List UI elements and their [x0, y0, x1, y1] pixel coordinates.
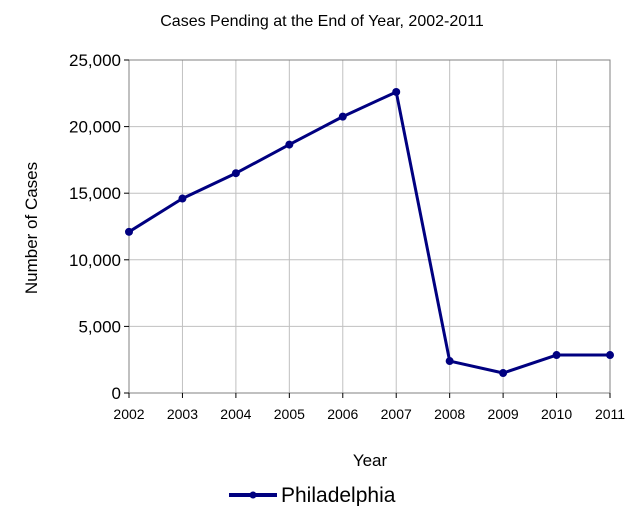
x-tick-label: 2005 — [274, 406, 305, 422]
x-tick-label: 2010 — [541, 406, 572, 422]
data-point — [499, 369, 508, 378]
data-point — [178, 194, 187, 203]
chart-title: Cases Pending at the End of Year, 2002-2… — [160, 13, 484, 30]
series-layer — [125, 87, 614, 378]
series-line-philadelphia — [128, 90, 610, 375]
y-tick-label: 25,000 — [69, 51, 121, 70]
data-point — [392, 87, 401, 96]
x-axis-label: Year — [353, 451, 388, 470]
y-axis-label: Number of Cases — [22, 162, 41, 294]
grid-lines — [128, 59, 611, 394]
plot-area — [128, 59, 611, 394]
legend: Philadelphia — [229, 484, 396, 506]
y-tick-label: 15,000 — [69, 184, 121, 203]
x-tick-label: 2002 — [113, 406, 144, 422]
data-point — [125, 227, 133, 236]
data-point — [552, 351, 561, 360]
x-axis-ticks: 2002 2003 2004 2005 2006 2007 2008 2009 2010 2011 — [113, 393, 625, 422]
data-point — [285, 140, 294, 149]
x-tick-label: 2003 — [167, 406, 198, 422]
x-tick-label: 2007 — [381, 406, 412, 422]
y-tick-label: 0 — [112, 384, 121, 403]
data-point — [445, 357, 454, 366]
y-tick-label: 5,000 — [78, 317, 121, 336]
x-tick-label: 2006 — [327, 406, 358, 422]
x-tick-label: 2009 — [488, 406, 519, 422]
y-tick-label: 10,000 — [69, 251, 121, 270]
x-tick-label: 2008 — [434, 406, 465, 422]
legend-marker-philadelphia — [249, 491, 257, 499]
legend-label-philadelphia: Philadelphia — [281, 484, 396, 506]
data-point — [606, 351, 614, 360]
x-tick-label: 2011 — [595, 406, 625, 422]
y-axis-ticks: 0 5,000 10,000 15,000 20,000 25,000 — [69, 51, 129, 403]
x-tick-label: 2004 — [220, 406, 251, 422]
data-point — [338, 112, 347, 121]
y-tick-label: 20,000 — [69, 118, 121, 137]
data-point — [231, 169, 240, 178]
